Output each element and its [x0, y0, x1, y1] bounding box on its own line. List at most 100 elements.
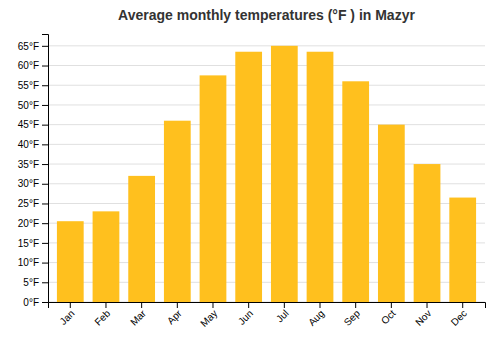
- grid-line: [48, 45, 485, 46]
- x-tick: Dec: [449, 302, 469, 328]
- bar: [378, 125, 405, 302]
- x-tick-label: Jun: [236, 308, 255, 327]
- x-tick: Jul: [274, 302, 291, 324]
- y-tick-label: 20°F: [18, 218, 39, 229]
- grid: [48, 46, 485, 302]
- y-tick: 25°F: [18, 198, 48, 209]
- y-tick: 55°F: [18, 80, 48, 91]
- y-tick: 50°F: [18, 100, 48, 111]
- x-tick-mark: [391, 302, 392, 308]
- grid-line: [48, 124, 485, 125]
- bar: [57, 221, 84, 302]
- grid-line: [48, 144, 485, 145]
- x-tick: Sep: [342, 302, 363, 328]
- x-axis-line: [49, 303, 486, 309]
- bar: [342, 81, 369, 302]
- y-tick-label: 65°F: [18, 41, 39, 52]
- x-tick-mark: [284, 302, 285, 308]
- grid-line: [48, 65, 485, 66]
- plot: Jan Feb Mar Apr May Jun Jul Aug Sep Oct Nov Dec 0°F 5…: [18, 35, 486, 329]
- x-tick: Nov: [413, 302, 433, 328]
- x-tick-label: Feb: [92, 307, 112, 327]
- bars: [57, 46, 476, 302]
- y-tick-label: 55°F: [18, 80, 39, 91]
- y-tick-mark: [42, 85, 48, 86]
- y-tick: 30°F: [18, 178, 48, 189]
- y-tick-mark: [42, 144, 48, 145]
- y-tick-mark: [42, 282, 48, 283]
- y-tick: 15°F: [18, 238, 48, 249]
- y-tick-mark: [42, 203, 48, 204]
- y-tick-mark: [42, 164, 48, 165]
- y-tick-mark: [42, 302, 48, 303]
- chart: Jan Feb Mar Apr May Jun Jul Aug Sep Oct Nov Dec 0°F 5…: [0, 0, 500, 350]
- y-tick: 0°F: [23, 297, 48, 308]
- bar: [93, 211, 120, 302]
- x-tick: Aug: [306, 302, 326, 328]
- y-tick: 45°F: [18, 119, 48, 130]
- x-tick: Oct: [379, 302, 398, 326]
- x-tick-mark: [141, 302, 142, 308]
- x-tick-label: Jul: [274, 308, 291, 325]
- bar: [128, 176, 155, 302]
- y-tick: 65°F: [18, 41, 48, 52]
- x-tick-mark: [70, 302, 71, 308]
- y-tick-mark: [42, 46, 48, 47]
- bar: [164, 121, 191, 302]
- x-tick-mark: [177, 302, 178, 308]
- x-tick-mark: [427, 302, 428, 308]
- y-tick-mark: [42, 125, 48, 126]
- x-tick-label: Aug: [306, 308, 326, 328]
- y-tick-mark: [42, 243, 48, 244]
- y-tick: 60°F: [18, 60, 48, 71]
- y-tick-label: 15°F: [18, 238, 39, 249]
- y-tick: 20°F: [18, 218, 48, 229]
- y-tick-label: 25°F: [18, 198, 39, 209]
- x-tick-label: Nov: [413, 308, 433, 328]
- x-tick-label: Dec: [449, 308, 469, 328]
- y-tick: 40°F: [18, 139, 48, 150]
- y-tick-label: 5°F: [23, 277, 39, 288]
- bar: [449, 198, 476, 302]
- x-tick-label: May: [198, 308, 219, 329]
- grid-line: [48, 85, 485, 86]
- x-tick-label: Oct: [379, 308, 398, 327]
- x-tick-mark: [320, 302, 321, 308]
- x-tick: Jun: [236, 302, 255, 327]
- y-tick-label: 0°F: [23, 297, 39, 308]
- x-tick-label: Apr: [165, 307, 184, 326]
- y-tick: 10°F: [18, 257, 48, 268]
- x-tick: Jan: [57, 302, 76, 327]
- x-tick-label: Sep: [342, 307, 363, 328]
- x-tick-mark: [105, 302, 106, 308]
- x-tick-mark: [248, 302, 249, 308]
- y-tick-label: 50°F: [18, 100, 39, 111]
- y-tick-mark: [42, 105, 48, 106]
- y-tick-mark: [42, 184, 48, 185]
- y-tick-mark: [42, 223, 48, 224]
- x-tick-mark: [462, 302, 463, 308]
- bar: [235, 52, 262, 302]
- x-tick-label: Jan: [57, 308, 76, 327]
- y-tick-label: 45°F: [18, 119, 39, 130]
- y-tick-label: 10°F: [18, 257, 39, 268]
- y-axis: 0°F 5°F 10°F 15°F 20°F 25°F 30°F 35°F 40°F 45°F 50…: [18, 35, 49, 308]
- x-tick-mark: [355, 302, 356, 308]
- bar: [307, 52, 334, 302]
- x-tick: May: [198, 302, 219, 329]
- bar: [200, 75, 227, 302]
- y-tick-mark: [42, 263, 48, 264]
- bar: [414, 164, 441, 302]
- x-axis: Jan Feb Mar Apr May Jun Jul Aug Sep Oct Nov Dec: [49, 302, 486, 329]
- x-tick: Apr: [165, 302, 184, 326]
- y-tick: 5°F: [23, 277, 48, 288]
- x-tick-mark: [212, 302, 213, 308]
- y-axis-line: [42, 35, 49, 303]
- y-tick-label: 60°F: [18, 60, 39, 71]
- x-tick: Mar: [128, 302, 148, 328]
- title: Average monthly temperatures (°F ) in Ma…: [118, 7, 415, 23]
- x-tick: Feb: [92, 302, 112, 328]
- y-tick-label: 35°F: [18, 159, 39, 170]
- grid-line: [48, 104, 485, 105]
- y-tick-label: 30°F: [18, 178, 39, 189]
